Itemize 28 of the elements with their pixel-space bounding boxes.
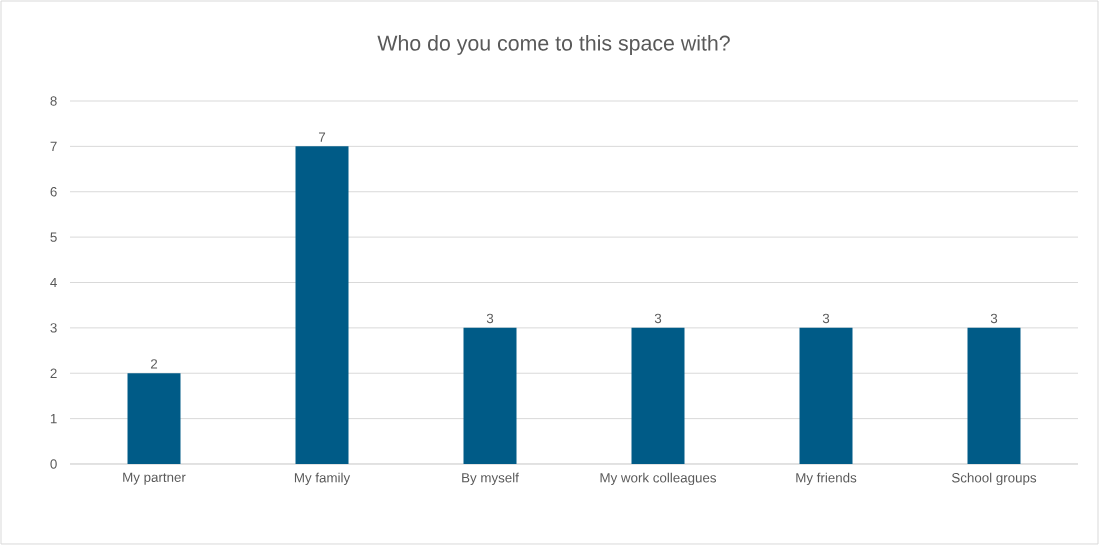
data-label: 7 [318, 132, 326, 142]
bar [799, 327, 853, 464]
data-label: 3 [654, 313, 662, 324]
y-tick-label: 5 [50, 232, 57, 242]
y-tick-label: 4 [50, 277, 57, 288]
data-label: 3 [822, 313, 830, 324]
x-tick-label: By myself [462, 472, 519, 486]
data-label: 3 [990, 313, 998, 324]
bar [967, 327, 1021, 464]
y-tick-label: 7 [50, 141, 57, 151]
x-tick-label: My work colleagues [600, 472, 717, 486]
y-tick-label: 2 [50, 368, 57, 378]
bar [463, 327, 517, 464]
data-label: 2 [150, 359, 158, 369]
x-tick-label: My family [294, 472, 351, 486]
data-label: 3 [486, 313, 494, 324]
y-tick-label: 6 [50, 187, 57, 197]
y-tick-label: 3 [50, 323, 57, 333]
bar [631, 327, 685, 464]
x-tick-label: School groups [951, 472, 1037, 486]
bar [127, 373, 181, 464]
y-tick-label: 1 [50, 414, 57, 424]
y-tick-label: 0 [50, 459, 57, 469]
chart-title: Who do you come to this space with? [377, 35, 730, 55]
y-tick-label: 8 [50, 96, 57, 106]
bar [295, 146, 349, 464]
x-tick-label: My friends [796, 472, 857, 486]
x-tick-label: My partner [123, 472, 186, 485]
